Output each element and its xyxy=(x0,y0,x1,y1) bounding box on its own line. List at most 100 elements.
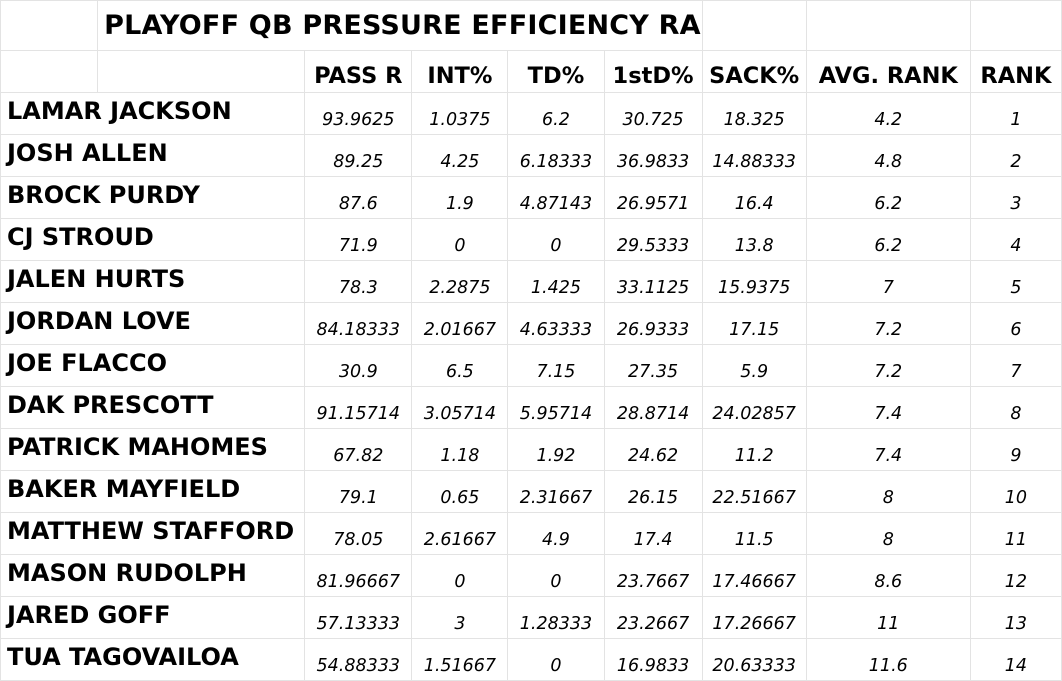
cell-b2[interactable] xyxy=(97,50,306,93)
player-name-cell[interactable]: PATRICK MAHOMES xyxy=(0,428,306,471)
sack-pct-cell[interactable]: 24.02857 xyxy=(701,386,807,429)
player-name-cell[interactable]: CJ STROUD xyxy=(0,218,306,261)
rank-cell[interactable]: 14 xyxy=(969,638,1062,681)
sheet-title[interactable]: PLAYOFF QB PRESSURE EFFICIENCY RANKINGS xyxy=(97,0,703,51)
header-td-pct[interactable]: TD% xyxy=(507,50,605,93)
pass-r-cell[interactable]: 30.9 xyxy=(304,344,413,387)
first-down-pct-cell[interactable]: 33.1125 xyxy=(603,260,703,303)
rank-cell[interactable]: 2 xyxy=(969,134,1062,177)
avg-rank-cell[interactable]: 4.2 xyxy=(805,92,971,135)
td-pct-cell[interactable]: 5.95714 xyxy=(507,386,605,429)
avg-rank-cell[interactable]: 4.8 xyxy=(805,134,971,177)
pass-r-cell[interactable]: 81.96667 xyxy=(304,554,413,597)
int-pct-cell[interactable]: 2.01667 xyxy=(411,302,509,345)
sack-pct-cell[interactable]: 22.51667 xyxy=(701,470,807,513)
td-pct-cell[interactable]: 1.92 xyxy=(507,428,605,471)
int-pct-cell[interactable]: 1.0375 xyxy=(411,92,509,135)
first-down-pct-cell[interactable]: 29.5333 xyxy=(603,218,703,261)
player-name-cell[interactable]: LAMAR JACKSON xyxy=(0,92,306,135)
avg-rank-cell[interactable]: 8.6 xyxy=(805,554,971,597)
sack-pct-cell[interactable]: 13.8 xyxy=(701,218,807,261)
td-pct-cell[interactable]: 4.9 xyxy=(507,512,605,555)
td-pct-cell[interactable]: 1.425 xyxy=(507,260,605,303)
player-name-cell[interactable]: TUA TAGOVAILOA xyxy=(0,638,306,681)
td-pct-cell[interactable]: 0 xyxy=(507,218,605,261)
pass-r-cell[interactable]: 89.25 xyxy=(304,134,413,177)
int-pct-cell[interactable]: 3.05714 xyxy=(411,386,509,429)
player-name-cell[interactable]: JARED GOFF xyxy=(0,596,306,639)
player-name-cell[interactable]: MASON RUDOLPH xyxy=(0,554,306,597)
avg-rank-cell[interactable]: 6.2 xyxy=(805,218,971,261)
rank-cell[interactable]: 10 xyxy=(969,470,1062,513)
header-rank[interactable]: RANK xyxy=(969,50,1062,93)
int-pct-cell[interactable]: 1.51667 xyxy=(411,638,509,681)
pass-r-cell[interactable]: 78.05 xyxy=(304,512,413,555)
sack-pct-cell[interactable]: 16.4 xyxy=(701,176,807,219)
header-int-pct[interactable]: INT% xyxy=(411,50,509,93)
rank-cell[interactable]: 11 xyxy=(969,512,1062,555)
td-pct-cell[interactable]: 0 xyxy=(507,554,605,597)
first-down-pct-cell[interactable]: 24.62 xyxy=(603,428,703,471)
int-pct-cell[interactable]: 6.5 xyxy=(411,344,509,387)
rank-cell[interactable]: 9 xyxy=(969,428,1062,471)
sack-pct-cell[interactable]: 5.9 xyxy=(701,344,807,387)
sack-pct-cell[interactable]: 20.63333 xyxy=(701,638,807,681)
td-pct-cell[interactable]: 4.63333 xyxy=(507,302,605,345)
rank-cell[interactable]: 8 xyxy=(969,386,1062,429)
int-pct-cell[interactable]: 0.65 xyxy=(411,470,509,513)
pass-r-cell[interactable]: 54.88333 xyxy=(304,638,413,681)
first-down-pct-cell[interactable]: 26.15 xyxy=(603,470,703,513)
player-name-cell[interactable]: JOE FLACCO xyxy=(0,344,306,387)
sack-pct-cell[interactable]: 18.325 xyxy=(701,92,807,135)
player-name-cell[interactable]: JORDAN LOVE xyxy=(0,302,306,345)
rank-cell[interactable]: 7 xyxy=(969,344,1062,387)
first-down-pct-cell[interactable]: 23.2667 xyxy=(603,596,703,639)
pass-r-cell[interactable]: 79.1 xyxy=(304,470,413,513)
pass-r-cell[interactable]: 93.9625 xyxy=(304,92,413,135)
first-down-pct-cell[interactable]: 28.8714 xyxy=(603,386,703,429)
player-name-cell[interactable]: BAKER MAYFIELD xyxy=(0,470,306,513)
int-pct-cell[interactable]: 1.18 xyxy=(411,428,509,471)
first-down-pct-cell[interactable]: 16.9833 xyxy=(603,638,703,681)
avg-rank-cell[interactable]: 11 xyxy=(805,596,971,639)
td-pct-cell[interactable]: 7.15 xyxy=(507,344,605,387)
avg-rank-cell[interactable]: 8 xyxy=(805,512,971,555)
rank-cell[interactable]: 13 xyxy=(969,596,1062,639)
sack-pct-cell[interactable]: 17.46667 xyxy=(701,554,807,597)
cell-a2[interactable] xyxy=(0,50,99,93)
first-down-pct-cell[interactable]: 17.4 xyxy=(603,512,703,555)
pass-r-cell[interactable]: 78.3 xyxy=(304,260,413,303)
avg-rank-cell[interactable]: 7.2 xyxy=(805,344,971,387)
sack-pct-cell[interactable]: 15.9375 xyxy=(701,260,807,303)
header-sack-pct[interactable]: SACK% xyxy=(701,50,807,93)
avg-rank-cell[interactable]: 7.4 xyxy=(805,428,971,471)
rank-cell[interactable]: 3 xyxy=(969,176,1062,219)
first-down-pct-cell[interactable]: 36.9833 xyxy=(603,134,703,177)
header-avg-rank[interactable]: AVG. RANK xyxy=(805,50,971,93)
td-pct-cell[interactable]: 0 xyxy=(507,638,605,681)
rank-cell[interactable]: 12 xyxy=(969,554,1062,597)
rank-cell[interactable]: 5 xyxy=(969,260,1062,303)
int-pct-cell[interactable]: 2.2875 xyxy=(411,260,509,303)
first-down-pct-cell[interactable]: 26.9333 xyxy=(603,302,703,345)
td-pct-cell[interactable]: 4.87143 xyxy=(507,176,605,219)
player-name-cell[interactable]: BROCK PURDY xyxy=(0,176,306,219)
cell-h1[interactable] xyxy=(805,0,971,51)
avg-rank-cell[interactable]: 8 xyxy=(805,470,971,513)
int-pct-cell[interactable]: 2.61667 xyxy=(411,512,509,555)
sack-pct-cell[interactable]: 17.26667 xyxy=(701,596,807,639)
cell-g1[interactable] xyxy=(701,0,807,51)
rank-cell[interactable]: 6 xyxy=(969,302,1062,345)
avg-rank-cell[interactable]: 7.4 xyxy=(805,386,971,429)
sack-pct-cell[interactable]: 11.5 xyxy=(701,512,807,555)
rank-cell[interactable]: 4 xyxy=(969,218,1062,261)
cell-i1[interactable] xyxy=(969,0,1062,51)
td-pct-cell[interactable]: 6.18333 xyxy=(507,134,605,177)
td-pct-cell[interactable]: 6.2 xyxy=(507,92,605,135)
first-down-pct-cell[interactable]: 26.9571 xyxy=(603,176,703,219)
pass-r-cell[interactable]: 67.82 xyxy=(304,428,413,471)
pass-r-cell[interactable]: 87.6 xyxy=(304,176,413,219)
avg-rank-cell[interactable]: 6.2 xyxy=(805,176,971,219)
avg-rank-cell[interactable]: 11.6 xyxy=(805,638,971,681)
int-pct-cell[interactable]: 4.25 xyxy=(411,134,509,177)
